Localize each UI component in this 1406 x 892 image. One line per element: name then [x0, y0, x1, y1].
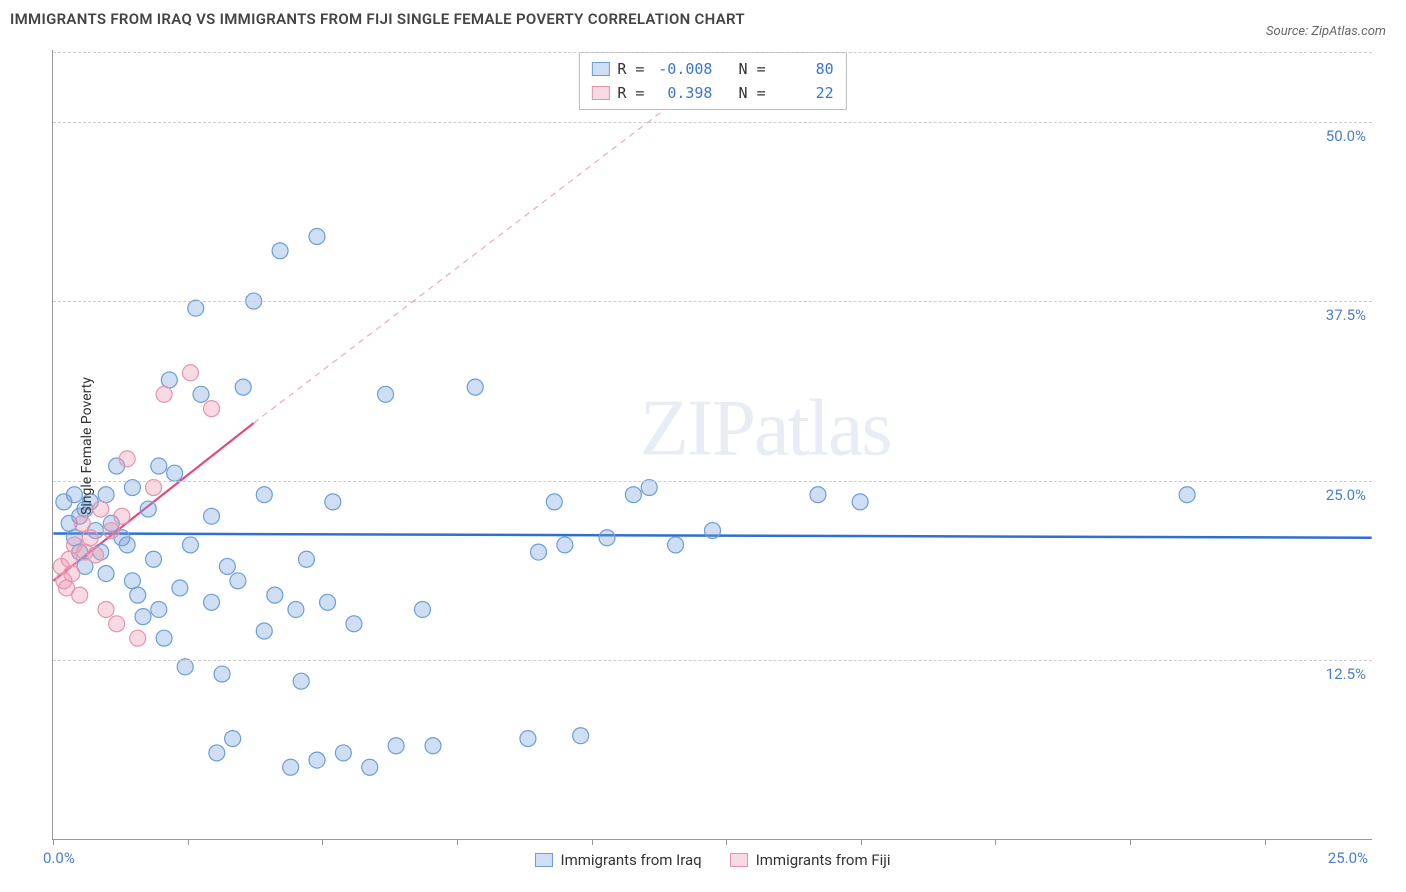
- x-tick: [188, 839, 189, 845]
- legend-row: R = 0.398 N = 22: [591, 81, 833, 105]
- chart-svg: [53, 50, 1372, 839]
- x-origin-label: 0.0%: [43, 849, 75, 867]
- r-value: 0.398: [652, 81, 712, 105]
- y-tick-label: 12.5%: [1326, 665, 1366, 683]
- y-axis-label: Single Female Poverty: [79, 377, 95, 515]
- n-value: 22: [774, 81, 834, 105]
- legend-swatch: [591, 86, 609, 100]
- correlation-chart: IMMIGRANTS FROM IRAQ VS IMMIGRANTS FROM …: [10, 10, 1396, 882]
- watermark-atlas: atlas: [754, 384, 891, 472]
- watermark-zip: ZIP: [640, 384, 754, 472]
- chart-title: IMMIGRANTS FROM IRAQ VS IMMIGRANTS FROM …: [10, 10, 1396, 28]
- legend-item: Immigrants from Fiji: [730, 851, 891, 869]
- y-tick-label: 25.0%: [1326, 486, 1366, 504]
- legend-item: Immigrants from Iraq: [534, 851, 701, 869]
- gridline: [53, 481, 1372, 482]
- legend-label: Immigrants from Iraq: [560, 851, 701, 869]
- n-label: N =: [720, 81, 765, 105]
- x-tick: [457, 839, 458, 845]
- n-value: 80: [774, 57, 834, 81]
- source-attribution: Source: ZipAtlas.com: [1266, 24, 1386, 39]
- y-tick-label: 50.0%: [1326, 127, 1366, 145]
- x-tick: [861, 839, 862, 845]
- r-label: R =: [617, 57, 644, 81]
- y-tick-label: 37.5%: [1326, 306, 1366, 324]
- legend-swatch: [534, 853, 552, 867]
- plot-area: ZIPatlas R = -0.008 N = 80 R = 0.398 N =…: [52, 50, 1372, 840]
- legend-swatch: [730, 853, 748, 867]
- gridline: [53, 122, 1372, 123]
- gridline: [53, 52, 1372, 53]
- legend-row: R = -0.008 N = 80: [591, 57, 833, 81]
- series-legend: Immigrants from Iraq Immigrants from Fij…: [534, 851, 890, 869]
- x-tick: [53, 839, 54, 845]
- correlation-legend: R = -0.008 N = 80 R = 0.398 N = 22: [578, 52, 846, 110]
- r-value: -0.008: [652, 57, 712, 81]
- x-tick: [995, 839, 996, 845]
- x-tick: [1130, 839, 1131, 845]
- legend-label: Immigrants from Fiji: [756, 851, 891, 869]
- x-max-label: 25.0%: [1328, 849, 1368, 867]
- gridline: [53, 660, 1372, 661]
- n-label: N =: [720, 57, 765, 81]
- x-tick: [1265, 839, 1266, 845]
- x-tick: [322, 839, 323, 845]
- watermark: ZIPatlas: [640, 383, 891, 474]
- x-tick: [592, 839, 593, 845]
- legend-swatch: [591, 62, 609, 76]
- r-label: R =: [617, 81, 644, 105]
- x-tick: [726, 839, 727, 845]
- gridline: [53, 301, 1372, 302]
